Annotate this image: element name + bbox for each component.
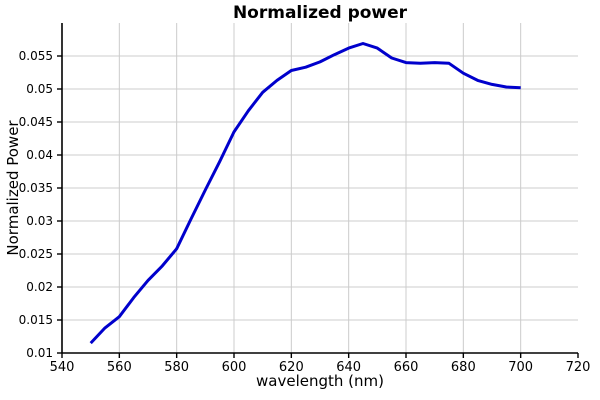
y-tick-label: 0.025 <box>19 247 53 261</box>
x-tick-label: 580 <box>164 360 189 375</box>
y-tick-label: 0.04 <box>26 148 53 162</box>
y-tick-label: 0.045 <box>19 115 53 129</box>
x-tick-label: 660 <box>394 360 419 375</box>
y-tick-label: 0.01 <box>26 346 53 360</box>
y-tick-label: 0.055 <box>19 49 53 63</box>
x-tick-label: 560 <box>107 360 132 375</box>
x-tick-label: 640 <box>336 360 361 375</box>
x-tick-label: 620 <box>279 360 304 375</box>
x-tick-label: 700 <box>508 360 533 375</box>
x-tick-label: 680 <box>451 360 476 375</box>
y-tick-label: 0.03 <box>26 214 53 228</box>
y-tick-label: 0.05 <box>26 82 53 96</box>
y-tick-label: 0.035 <box>19 181 53 195</box>
x-tick-label: 600 <box>222 360 247 375</box>
x-axis-label: wavelength (nm) <box>256 372 384 390</box>
y-tick-label: 0.02 <box>26 280 53 294</box>
x-tick-label: 720 <box>566 360 591 375</box>
chart-title: Normalized power <box>232 3 408 23</box>
y-tick-label: 0.015 <box>19 313 53 327</box>
power-curve <box>89 42 521 345</box>
x-tick-label: 540 <box>50 360 75 375</box>
